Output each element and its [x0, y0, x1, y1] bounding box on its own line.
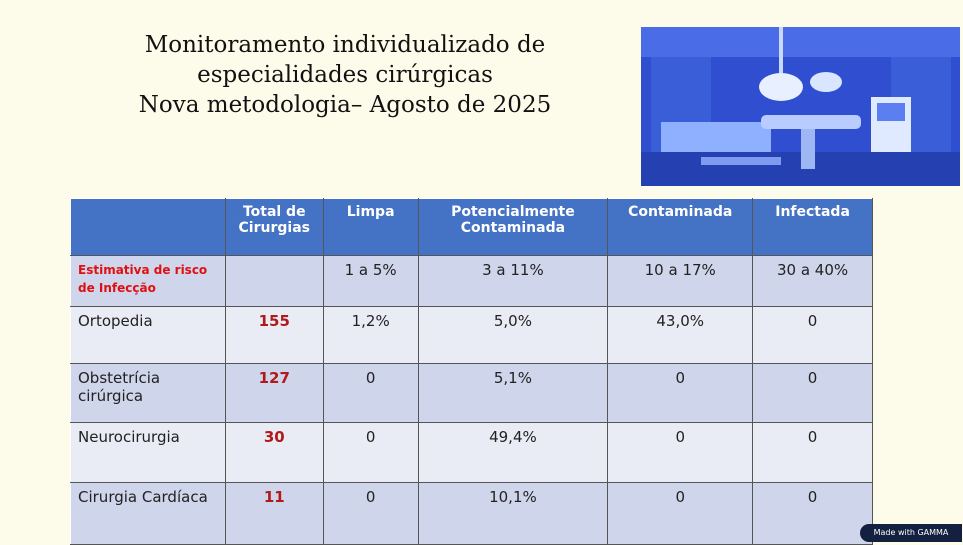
cell: 1 a 5%: [323, 256, 418, 307]
table-row: Estimativa de risco de Infecção 1 a 5%3 a…: [71, 256, 873, 307]
cell: 0: [323, 423, 418, 483]
cell: 155: [225, 307, 323, 364]
cell: 127: [225, 364, 323, 423]
column-header: Potencialmente Contaminada: [418, 199, 608, 256]
cell: 43,0%: [608, 307, 753, 364]
cell: 10,1%: [418, 483, 608, 545]
cell: 0: [608, 483, 753, 545]
cell: 49,4%: [418, 423, 608, 483]
cell: 3 a 11%: [418, 256, 608, 307]
column-header: Total de Cirurgias: [225, 199, 323, 256]
operating-room-illustration: [641, 27, 960, 186]
row-label: Obstetrícia cirúrgica: [71, 364, 226, 423]
title: Monitoramento individualizado de especia…: [110, 30, 580, 120]
cell: 11: [225, 483, 323, 545]
cell: 0: [323, 483, 418, 545]
cell: 0: [753, 483, 873, 545]
cell: 30 a 40%: [753, 256, 873, 307]
title-line: Monitoramento individualizado de especia…: [110, 30, 580, 90]
cell: 0: [753, 364, 873, 423]
cell: 0: [753, 307, 873, 364]
row-label: Ortopedia: [71, 307, 226, 364]
cell: 30: [225, 423, 323, 483]
row-label: Cirurgia Cardíaca: [71, 483, 226, 545]
cell: 0: [323, 364, 418, 423]
cell: 10 a 17%: [608, 256, 753, 307]
column-header: Infectada: [753, 199, 873, 256]
row-label: Neurocirurgia: [71, 423, 226, 483]
row-label: Estimativa de risco de Infecção: [71, 256, 226, 307]
column-header: Contaminada: [608, 199, 753, 256]
cell: 5,1%: [418, 364, 608, 423]
made-with-badge[interactable]: Made with GAMMA: [860, 524, 962, 542]
cell: [225, 256, 323, 307]
column-header: Limpa: [323, 199, 418, 256]
title-line: Nova metodologia– Agosto de 2025: [110, 90, 580, 120]
cell: 5,0%: [418, 307, 608, 364]
cell: 1,2%: [323, 307, 418, 364]
column-header: [71, 199, 226, 256]
cell: 0: [608, 364, 753, 423]
cell: 0: [608, 423, 753, 483]
cell: 0: [753, 423, 873, 483]
slide: Monitoramento individualizado de especia…: [0, 0, 963, 542]
